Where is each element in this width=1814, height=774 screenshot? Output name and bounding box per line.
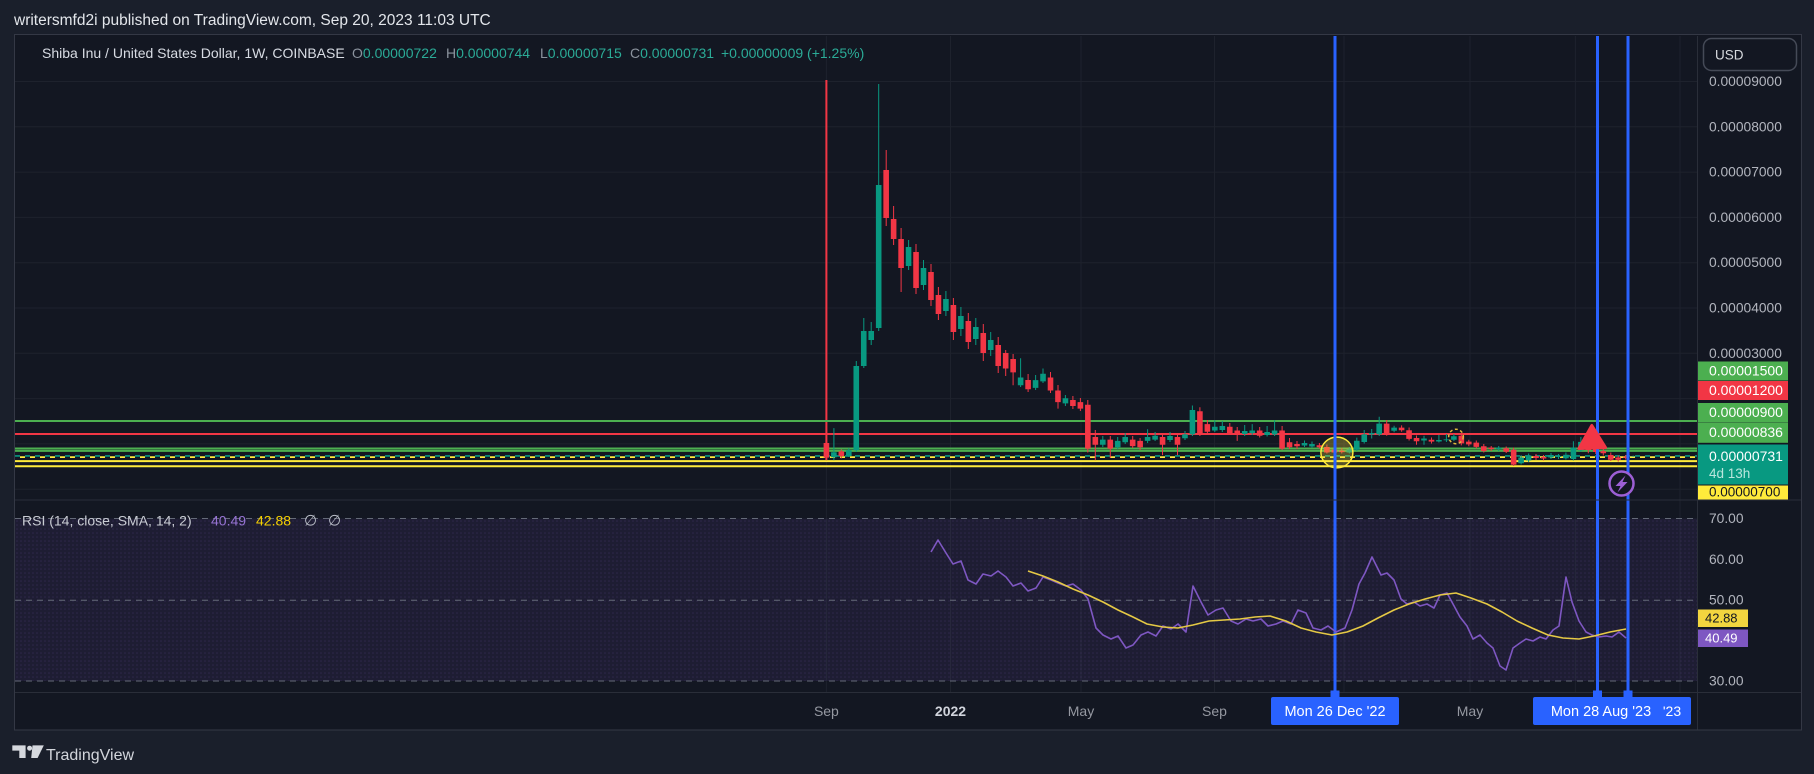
svg-text:+0.00000009 (+1.25%): +0.00000009 (+1.25%) [721,45,864,61]
svg-text:Mon 26 Dec '22: Mon 26 Dec '22 [1284,704,1385,720]
svg-text:0.00003000: 0.00003000 [1709,346,1782,361]
svg-text:40.49: 40.49 [1705,631,1738,646]
svg-text:0.00000731: 0.00000731 [1709,448,1783,464]
svg-text:0.00001500: 0.00001500 [1709,363,1783,379]
svg-text:4d 13h: 4d 13h [1709,466,1750,481]
svg-text:Sep: Sep [1202,703,1227,719]
svg-text:40.49: 40.49 [211,513,246,529]
svg-text:2022: 2022 [935,703,966,719]
svg-text:C0.00000731: C0.00000731 [630,45,714,61]
svg-text:60.00: 60.00 [1709,552,1744,567]
svg-text:Sep: Sep [814,703,839,719]
svg-text:'23: '23 [1663,703,1681,719]
svg-text:RSI (14, close, SMA, 14, 2): RSI (14, close, SMA, 14, 2) [22,513,192,529]
svg-text:∅: ∅ [328,513,341,530]
svg-text:USD: USD [1715,48,1744,63]
svg-text:O0.00000722: O0.00000722 [352,45,437,61]
svg-text:0.00004000: 0.00004000 [1709,301,1782,316]
svg-text:42.88: 42.88 [256,513,291,529]
svg-text:H0.00000744: H0.00000744 [446,45,530,61]
svg-text:writersmfd2i published on Trad: writersmfd2i published on TradingView.co… [13,12,491,29]
svg-text:L0.00000715: L0.00000715 [540,45,622,61]
svg-text:0.00009000: 0.00009000 [1709,74,1782,89]
svg-text:0.00001200: 0.00001200 [1709,382,1783,398]
svg-text:50.00: 50.00 [1709,593,1744,608]
svg-text:0.00000836: 0.00000836 [1709,424,1783,440]
svg-text:0.00007000: 0.00007000 [1709,165,1782,180]
svg-text:70.00: 70.00 [1709,511,1744,526]
svg-text:May: May [1457,703,1483,719]
svg-text:May: May [1068,703,1094,719]
svg-text:Shiba Inu / United States Doll: Shiba Inu / United States Dollar, 1W, CO… [42,45,345,61]
svg-text:0.00008000: 0.00008000 [1709,119,1782,134]
svg-text:0.00006000: 0.00006000 [1709,210,1782,225]
svg-text:TradingView: TradingView [46,747,134,764]
svg-text:Mon 28 Aug '23: Mon 28 Aug '23 [1551,704,1651,720]
svg-text:30.00: 30.00 [1709,674,1744,689]
svg-text:∅: ∅ [304,513,317,530]
svg-text:0.00000700: 0.00000700 [1709,485,1780,500]
svg-text:0.00005000: 0.00005000 [1709,255,1782,270]
svg-text:0.00000900: 0.00000900 [1709,404,1783,420]
svg-text:42.88: 42.88 [1705,611,1738,626]
